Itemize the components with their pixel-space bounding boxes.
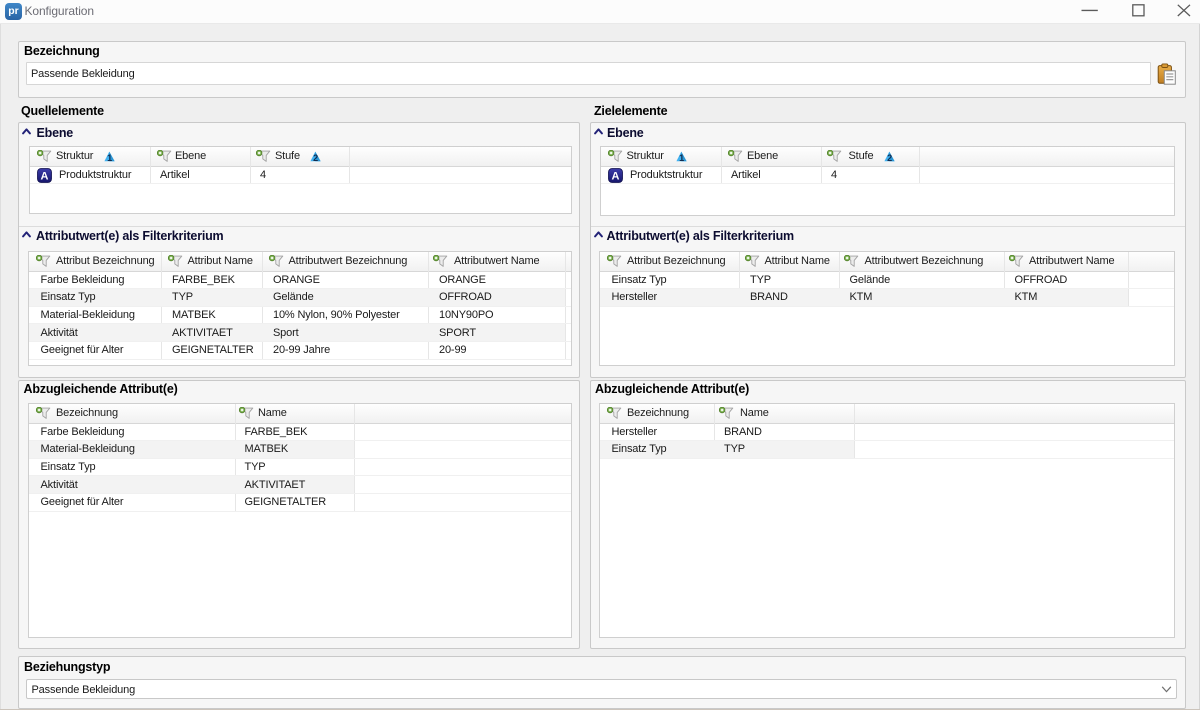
svg-text:1: 1: [679, 153, 684, 162]
svg-text:A: A: [41, 170, 49, 182]
svg-text:2: 2: [313, 153, 318, 162]
svg-text:2: 2: [887, 153, 892, 162]
svg-text:A: A: [612, 170, 620, 182]
svg-text:1: 1: [107, 153, 112, 162]
